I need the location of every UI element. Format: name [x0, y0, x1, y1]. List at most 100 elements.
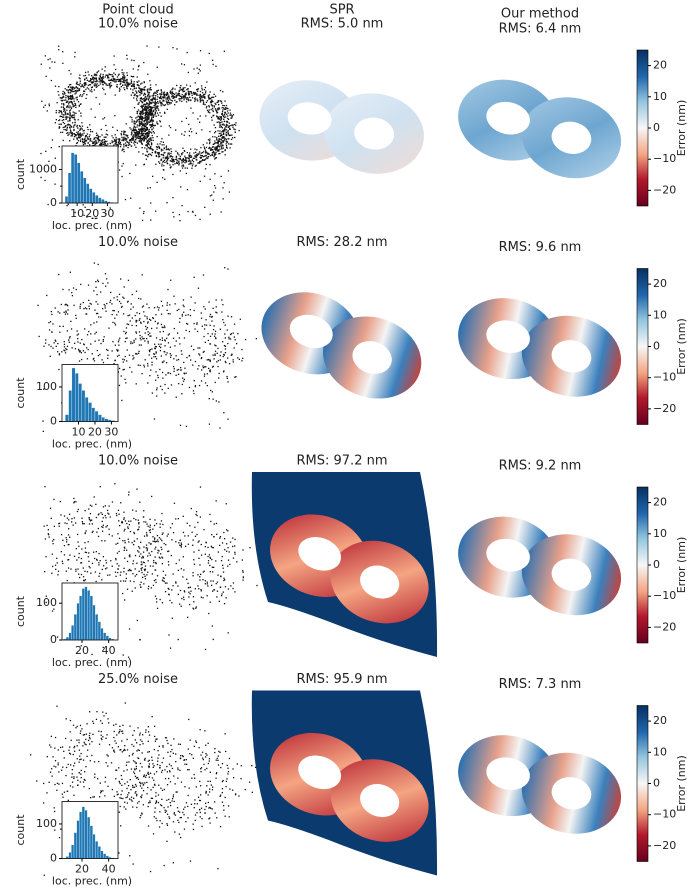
point	[180, 367, 181, 368]
point	[144, 147, 145, 148]
point	[124, 529, 125, 530]
point	[168, 158, 169, 159]
point	[80, 115, 81, 116]
point	[106, 303, 107, 304]
point	[170, 347, 171, 348]
row-title: RMS: 28.2 nm	[297, 235, 388, 250]
point	[159, 147, 160, 148]
point	[60, 186, 61, 187]
point	[163, 144, 164, 145]
point	[90, 797, 91, 798]
point	[153, 97, 154, 98]
point	[170, 756, 171, 757]
point	[106, 713, 107, 714]
point	[118, 569, 119, 570]
point	[224, 101, 225, 102]
point	[143, 105, 144, 106]
point	[190, 315, 191, 316]
point	[77, 338, 78, 339]
y-tick-label: 0	[50, 415, 57, 428]
point	[100, 790, 101, 791]
point	[223, 568, 224, 569]
point	[198, 797, 199, 798]
point	[186, 92, 187, 93]
point	[59, 354, 60, 355]
point	[95, 571, 96, 572]
point	[112, 350, 113, 351]
point	[55, 307, 56, 308]
point	[130, 779, 131, 780]
point	[136, 126, 137, 127]
point	[160, 339, 161, 340]
point	[95, 504, 96, 505]
point	[126, 55, 127, 56]
point	[71, 518, 72, 519]
point	[142, 117, 143, 118]
point	[181, 546, 182, 547]
point	[117, 130, 118, 131]
point	[220, 329, 221, 330]
point	[177, 791, 178, 792]
point	[131, 145, 132, 146]
point	[132, 355, 133, 356]
point	[199, 576, 200, 577]
point	[208, 818, 209, 819]
point	[191, 131, 192, 132]
point	[68, 134, 69, 135]
point	[137, 136, 138, 137]
point	[86, 756, 87, 757]
point	[158, 794, 159, 795]
point	[73, 98, 74, 99]
point	[252, 792, 253, 793]
point	[160, 126, 161, 127]
point	[46, 76, 47, 77]
point	[141, 564, 142, 565]
point	[150, 773, 151, 774]
point	[167, 806, 168, 807]
point	[157, 750, 158, 751]
point	[208, 153, 209, 154]
point	[191, 92, 192, 93]
point	[146, 98, 147, 99]
point	[165, 575, 166, 576]
point	[43, 107, 44, 108]
point	[161, 355, 162, 356]
point	[131, 117, 132, 118]
point	[226, 139, 227, 140]
point	[178, 359, 179, 360]
point	[150, 111, 151, 112]
point	[219, 146, 220, 147]
point	[107, 575, 108, 576]
point	[132, 343, 133, 344]
point	[135, 353, 136, 354]
point	[61, 110, 62, 111]
point	[210, 148, 211, 149]
point	[139, 344, 140, 345]
point	[120, 146, 121, 147]
point	[200, 181, 201, 182]
point	[83, 576, 84, 577]
point	[224, 345, 225, 346]
point	[197, 100, 198, 101]
point	[64, 126, 65, 127]
point	[212, 149, 213, 150]
point	[185, 821, 186, 822]
point	[74, 112, 75, 113]
point	[171, 94, 172, 95]
point	[155, 84, 156, 85]
point	[74, 88, 75, 89]
point	[127, 526, 128, 527]
point	[232, 546, 233, 547]
point	[152, 123, 153, 124]
point	[88, 81, 89, 82]
point	[148, 342, 149, 343]
point	[150, 121, 151, 122]
point	[61, 103, 62, 104]
point	[50, 508, 51, 509]
point	[188, 124, 189, 125]
point	[132, 787, 133, 788]
point	[194, 564, 195, 565]
point	[142, 734, 143, 735]
point	[123, 149, 124, 150]
point	[73, 112, 74, 113]
